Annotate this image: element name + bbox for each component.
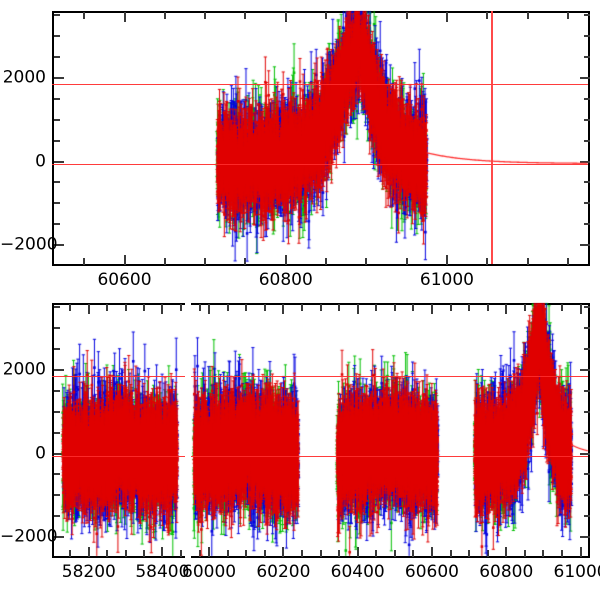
bottom-reference-line-0-0 — [52, 376, 185, 378]
bottom-reference-line-0-1 — [52, 455, 185, 457]
bottom-reference-line-1-0 — [190, 376, 588, 378]
bottom-reference-line-1-1 — [190, 455, 588, 457]
top-epoch-line — [491, 11, 494, 264]
top-reference-line-0 — [52, 84, 588, 86]
top-reference-line-1 — [52, 163, 588, 165]
